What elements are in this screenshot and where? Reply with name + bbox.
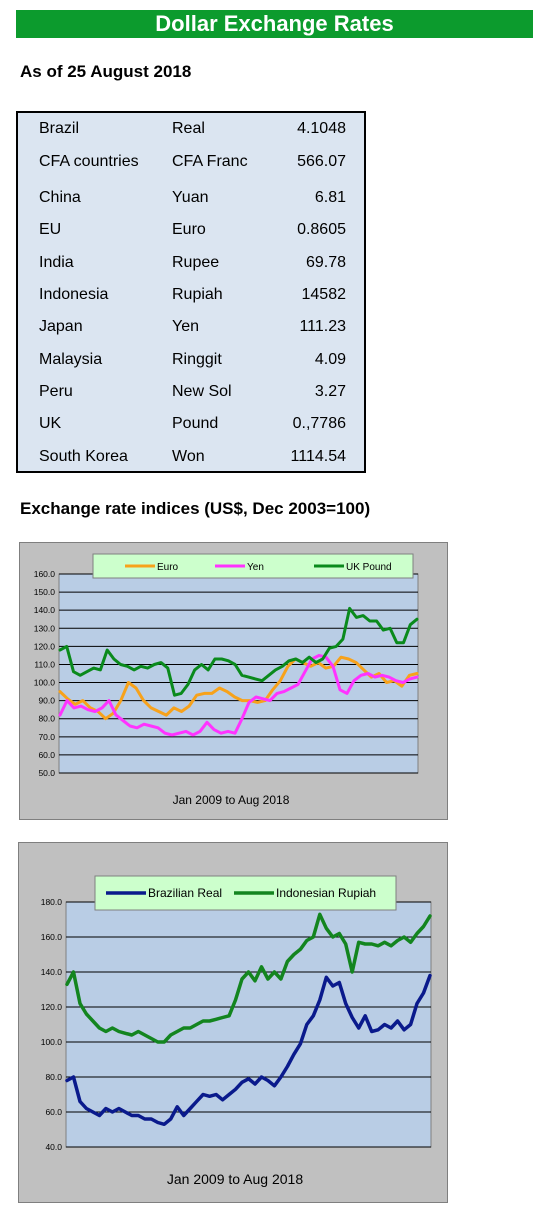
table-row: CFA countries CFA Franc 566.07 <box>18 153 364 185</box>
legend-label-0: Euro <box>157 562 179 573</box>
currency-cell: Rupee <box>172 254 220 271</box>
table-row: UK Pound 0.,7786 <box>18 415 364 447</box>
y-tick-label: 160.0 <box>34 569 56 579</box>
country-cell: Malaysia <box>39 351 103 368</box>
x-axis-label: Jan 2009 to Aug 2018 <box>167 1171 303 1187</box>
country-cell: Indonesia <box>39 286 109 303</box>
rate-cell: 6.81 <box>314 189 346 206</box>
country-cell: Peru <box>39 383 73 400</box>
rate-cell: 111.23 <box>299 318 346 335</box>
country-cell: China <box>39 189 81 206</box>
table-row: Japan Yen 111.23 <box>18 318 364 350</box>
y-tick-label: 40.0 <box>45 1142 62 1152</box>
y-tick-label: 80.0 <box>38 714 55 724</box>
currency-cell: Yen <box>172 318 199 335</box>
y-tick-label: 130.0 <box>34 623 56 633</box>
currency-cell: Euro <box>172 221 206 238</box>
currency-cell: Pound <box>172 415 219 432</box>
y-tick-label: 120.0 <box>34 641 56 651</box>
legend-label-0: Brazilian Real <box>148 886 222 900</box>
y-tick-label: 120.0 <box>41 1002 63 1012</box>
y-tick-label: 180.0 <box>41 897 63 907</box>
y-tick-label: 150.0 <box>34 587 56 597</box>
country-cell: India <box>39 254 74 271</box>
currency-cell: Ringgit <box>172 351 222 368</box>
table-row: Peru New Sol 3.27 <box>18 383 364 415</box>
rate-cell: 1114.54 <box>290 448 346 465</box>
y-tick-label: 100.0 <box>41 1037 63 1047</box>
country-cell: CFA countries <box>39 153 139 170</box>
table-row: South Korea Won 1114.54 <box>18 448 364 480</box>
indices-heading: Exchange rate indices (US$, Dec 2003=100… <box>20 499 371 518</box>
country-cell: UK <box>39 415 62 432</box>
chart-real-rupiah: 40.0 60.0 80.0 100.0 120.0 140.0 160.0 180.0 Bra… <box>18 842 448 1203</box>
currency-cell: Rupiah <box>172 286 223 303</box>
legend-label-1: Indonesian Rupiah <box>276 886 376 900</box>
rate-cell: 4.09 <box>314 351 346 368</box>
y-tick-label: 140.0 <box>34 605 56 615</box>
x-axis-label: Jan 2009 to Aug 2018 <box>173 793 290 807</box>
table-row: China Yuan 6.81 <box>18 189 364 221</box>
rate-cell: 0.,7786 <box>292 415 346 432</box>
table-row: Malaysia Ringgit 4.09 <box>18 351 364 383</box>
y-tick-label: 60.0 <box>45 1107 62 1117</box>
currency-cell: Won <box>172 448 205 465</box>
y-tick-label: 100.0 <box>34 678 56 688</box>
rate-cell: 566.07 <box>297 153 346 170</box>
plot-area <box>58 573 419 774</box>
currency-cell: Real <box>172 120 205 137</box>
table-row: EU Euro 0.8605 <box>18 221 364 253</box>
series-line-1 <box>65 912 432 1044</box>
y-tick-label: 70.0 <box>38 732 55 742</box>
y-tick-label: 140.0 <box>41 967 63 977</box>
country-cell: South Korea <box>39 448 128 465</box>
as-of-date: As of 25 August 2018 <box>20 62 192 81</box>
series-line-0 <box>65 973 432 1127</box>
table-row: India Rupee 69.78 <box>18 254 364 286</box>
rate-cell: 4.1048 <box>297 120 346 137</box>
y-tick-label: 90.0 <box>38 696 55 706</box>
page-title-banner: Dollar Exchange Rates <box>16 10 533 38</box>
y-tick-label: 50.0 <box>38 768 55 778</box>
rate-cell: 3.27 <box>314 383 346 400</box>
rate-cell: 69.78 <box>305 254 346 271</box>
country-cell: Japan <box>39 318 83 335</box>
country-cell: EU <box>39 221 62 238</box>
y-tick-label: 110.0 <box>34 659 55 669</box>
country-cell: Brazil <box>39 120 80 137</box>
series-line-1 <box>58 653 419 737</box>
series-line-2 <box>58 606 419 697</box>
legend-label-2: UK Pound <box>346 562 392 573</box>
series-line-0 <box>58 655 419 721</box>
currency-cell: New Sol <box>172 383 232 400</box>
table-row: Brazil Real 4.1048 <box>18 120 364 152</box>
y-tick-label: 60.0 <box>38 750 55 760</box>
chart-euro-yen-pound: 50.0 60.0 70.0 80.0 90.0 100.0 110.0 120.0 130.0… <box>19 542 448 820</box>
y-tick-label: 160.0 <box>41 932 63 942</box>
currency-cell: CFA Franc <box>172 153 248 170</box>
legend-label-1: Yen <box>247 562 264 573</box>
currency-cell: Yuan <box>172 189 209 206</box>
exchange-rate-table: Brazil Real 4.1048 CFA countries CFA Franc 56… <box>16 111 366 473</box>
rate-cell: 0.8605 <box>297 221 346 238</box>
rate-cell: 14582 <box>301 286 347 303</box>
y-tick-label: 80.0 <box>45 1072 62 1082</box>
table-row: Indonesia Rupiah 14582 <box>18 286 364 318</box>
